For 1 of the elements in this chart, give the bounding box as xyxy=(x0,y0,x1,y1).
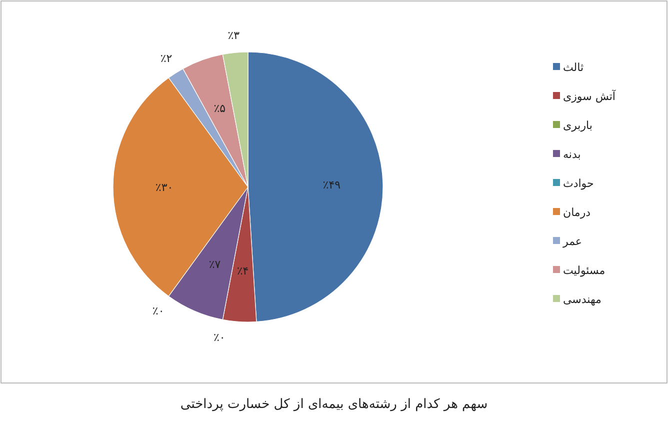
annotation: سهم هر کدام از رشته‌های بیمه‌ای از کل خسارت پرداختی xyxy=(180,397,488,412)
